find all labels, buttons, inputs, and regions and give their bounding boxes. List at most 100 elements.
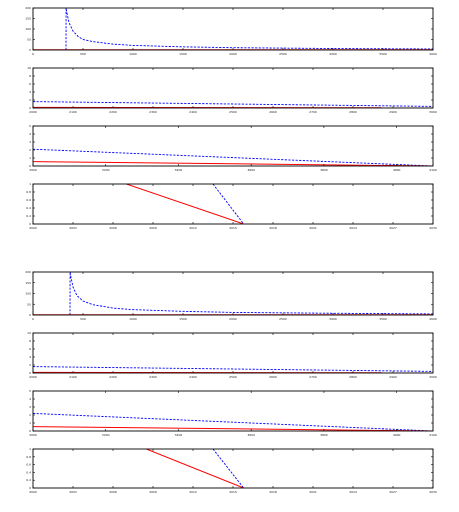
y-tick-label: 6 — [29, 82, 31, 86]
series-line-dashed-blue — [33, 101, 433, 107]
x-tick-label: 2900 — [389, 110, 397, 114]
x-tick-label: 4009 — [149, 490, 157, 494]
x-tick-label: 3000 — [329, 317, 337, 321]
subplot-7: 3000 3200 3400 3600 3800 4000 4100 0 1 2 3 4 5 — [29, 389, 437, 437]
x-tick-label: 2400 — [189, 110, 197, 114]
x-tick-label: 4024 — [349, 226, 357, 230]
axes-frame — [32, 390, 434, 432]
x-tick-label: 2000 — [229, 52, 237, 56]
x-tick-label: 4018 — [269, 226, 277, 230]
y-tick-label: 4 — [29, 90, 31, 94]
subplot-4: 4000 4003 4006 4009 4012 4015 4018 4021 4024 4027… — [26, 182, 437, 230]
series-line-solid-red — [146, 449, 244, 488]
x-tick-label: 3000 — [29, 433, 37, 437]
subplot-8: 4000 4003 4006 4009 4012 4015 4018 4021 4024 4027… — [26, 447, 437, 494]
series-line-solid-red — [126, 184, 244, 224]
y-tick-label: 5 — [29, 389, 31, 393]
x-tick-label: 4000 — [29, 226, 37, 230]
x-tick-label: 2000 — [29, 110, 37, 114]
x-tick-label: 2700 — [309, 375, 317, 379]
series-line-dashed-blue — [33, 366, 433, 372]
series-line-dashed-blue — [33, 148, 433, 166]
series-line-solid-red — [33, 161, 433, 166]
x-tick-label: 3800 — [320, 433, 328, 437]
axes-frame — [32, 67, 434, 109]
axes-frame — [32, 183, 434, 225]
series-line-dashed-blue — [212, 184, 245, 224]
x-tick-label: 4012 — [189, 490, 197, 494]
x-tick-label: 3600 — [247, 168, 255, 172]
x-tick-label: 500 — [80, 52, 86, 56]
x-tick-label: 2200 — [109, 110, 117, 114]
x-tick-label: 500 — [80, 317, 86, 321]
subplot-1: 0 500 1000 1500 2000 2500 3000 3500 4000 0 50 100 15… — [25, 6, 437, 56]
x-tick-label: 3000 — [429, 375, 437, 379]
x-tick-label: 4100 — [429, 168, 437, 172]
y-tick-label: 0 — [29, 222, 31, 226]
x-tick-label: 4015 — [229, 226, 237, 230]
y-tick-label: 0 — [29, 313, 31, 317]
x-tick-label: 2000 — [29, 375, 37, 379]
x-tick-label: 2600 — [269, 110, 277, 114]
y-tick-label: 4 — [29, 397, 31, 401]
y-tick-label: 0 — [29, 429, 31, 433]
y-tick-label: 100 — [25, 27, 31, 31]
x-tick-label: 4006 — [109, 226, 117, 230]
x-tick-label: 2300 — [149, 110, 157, 114]
x-tick-label: 2400 — [189, 375, 197, 379]
subplot-5: 0 500 1000 1500 2000 2500 3000 3500 4000 0 50 100 15… — [25, 270, 437, 321]
y-tick-label: 100 — [25, 292, 31, 296]
x-tick-label: 4100 — [429, 433, 437, 437]
x-tick-label: 3400 — [175, 433, 183, 437]
y-tick-label: 5 — [29, 124, 31, 128]
series-line-dashed-blue — [33, 412, 433, 431]
y-tick-label: 10 — [27, 331, 31, 335]
x-tick-label: 4000 — [29, 490, 37, 494]
y-tick-label: 8 — [29, 74, 31, 78]
y-tick-label: 2 — [29, 363, 31, 367]
x-tick-label: 2900 — [389, 375, 397, 379]
x-tick-label: 2500 — [279, 317, 287, 321]
x-tick-label: 2600 — [269, 375, 277, 379]
x-tick-label: 2500 — [279, 52, 287, 56]
y-tick-label: 150 — [25, 281, 31, 285]
y-tick-label: 0.4 — [26, 470, 31, 474]
y-tick-label: 0 — [29, 48, 31, 52]
x-tick-label: 0 — [32, 317, 34, 321]
y-tick-label: 0 — [29, 106, 31, 110]
x-tick-label: 4000 — [393, 433, 401, 437]
x-tick-label: 2100 — [69, 375, 77, 379]
x-tick-label: 3000 — [329, 52, 337, 56]
x-tick-label: 4024 — [349, 490, 357, 494]
x-tick-label: 4000 — [393, 168, 401, 172]
subplot-6: 2000 2100 2200 2300 2400 2500 2600 2700 2800 2900… — [27, 331, 437, 379]
y-tick-label: 1 — [29, 447, 31, 451]
x-tick-label: 4012 — [189, 226, 197, 230]
axes-frame — [32, 332, 434, 374]
x-tick-label: 0 — [32, 52, 34, 56]
x-tick-label: 2800 — [349, 375, 357, 379]
y-tick-label: 50 — [27, 38, 31, 42]
y-tick-label: 0 — [29, 164, 31, 168]
series-line-dashed-blue — [69, 272, 433, 315]
x-tick-label: 3800 — [320, 168, 328, 172]
x-tick-label: 4009 — [149, 226, 157, 230]
x-tick-label: 4030 — [429, 226, 437, 230]
x-tick-label: 3200 — [102, 168, 110, 172]
axes-frame — [32, 7, 434, 51]
x-tick-label: 3500 — [379, 317, 387, 321]
x-tick-label: 4015 — [229, 490, 237, 494]
x-tick-label: 3600 — [247, 433, 255, 437]
y-tick-label: 4 — [29, 355, 31, 359]
x-tick-label: 2800 — [349, 110, 357, 114]
y-tick-label: 0 — [29, 486, 31, 490]
y-tick-label: 8 — [29, 339, 31, 343]
x-tick-label: 2000 — [229, 317, 237, 321]
y-tick-label: 2 — [29, 413, 31, 417]
y-tick-label: 2 — [29, 98, 31, 102]
x-tick-label: 3000 — [29, 168, 37, 172]
x-tick-label: 4000 — [429, 317, 437, 321]
x-tick-label: 1000 — [129, 52, 137, 56]
x-tick-label: 2500 — [229, 110, 237, 114]
